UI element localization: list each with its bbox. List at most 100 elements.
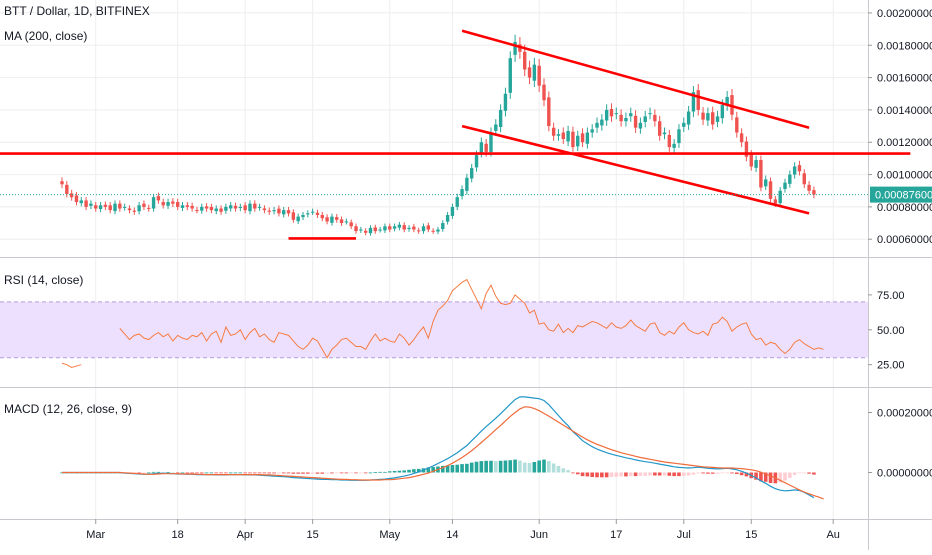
candle-body [672,143,676,148]
candle-body [108,205,112,211]
macd-histogram-bar [662,472,667,476]
macd-histogram-bar [585,472,590,477]
candle-body [200,206,204,211]
macd-label: MACD (12, 26, close, 9) [4,402,133,416]
candle-body [445,214,450,222]
candle-body [527,67,532,78]
macd-histogram-bar [759,472,763,482]
macd-histogram-bar [503,460,508,473]
macd-histogram-bar [802,472,807,474]
macd-histogram-bar [180,472,185,474]
macd-histogram-bar [257,472,262,474]
macd-histogram-bar [368,472,373,474]
macd-histogram-bar [715,472,720,474]
candle-body [339,219,344,224]
candle-body [484,143,488,152]
macd-histogram-bar [643,472,648,476]
x-axis-label: 15 [307,529,319,541]
candle-body [233,205,238,209]
macd-histogram-bar [465,463,469,473]
candle-body [653,114,657,122]
macd-axis-label: 0.00020000 [877,408,932,420]
macd-histogram-bar [248,472,252,474]
x-axis-label: 18 [172,529,184,541]
candle-body [792,166,797,175]
price-axis-label: 0.00180000 [877,40,932,52]
price-axis-label: 0.00100000 [877,170,932,182]
macd-histogram-bar [373,472,378,473]
candle-body [576,135,580,147]
candle-body [638,122,643,129]
macd-histogram-bar [474,461,479,473]
macd-histogram-bar [575,472,580,475]
candle-body [465,177,469,191]
candle-body [735,117,739,133]
macd-histogram-bar [228,472,233,474]
macd-histogram-bar [595,472,599,478]
x-axis-label: Mar [86,529,105,541]
candle-body [450,206,455,216]
candle-body [257,206,262,208]
macd-histogram-bar [677,472,681,477]
signal-line [62,406,824,500]
macd-histogram-bar [706,472,710,474]
macd-histogram-bar [547,461,551,473]
candle-body [725,96,729,106]
macd-histogram-bar [161,472,166,473]
candle-body [214,208,218,212]
candle-body [190,205,194,209]
macd-histogram-bar [609,472,614,477]
macd-histogram-bar [739,472,744,476]
candle-body [195,210,199,212]
macd-histogram-bar [272,472,276,474]
candle-body [773,199,778,204]
candle-body [354,226,358,232]
macd-histogram-bar [783,472,787,481]
macd-legend: MACD (12, 26, close, 9) [4,402,132,416]
candle-body [604,109,609,121]
candle-body [455,197,459,207]
candle-body [744,141,749,157]
candle-body [407,227,411,230]
candle-body [489,132,493,152]
candle-body [89,203,93,206]
macd-histogram-bar [392,471,397,473]
candle-body [94,205,98,209]
rsi-axis-label: 50.00 [877,325,905,337]
macd-histogram-bar [542,459,546,473]
macd-histogram-bar [754,472,758,480]
candle-body [619,114,623,122]
candle-body [720,105,725,119]
rsi-legend: RSI (14, close) [4,273,83,287]
macd-histogram-bar [142,472,146,474]
macd-histogram-bar [479,461,484,473]
macd-histogram-bar [561,468,566,473]
macd-histogram-bar [204,472,209,474]
current-price-badge [870,186,932,203]
price-axis-label: 0.00140000 [877,105,932,117]
candle-body [600,119,604,126]
candle-body [571,131,575,148]
candle-body [175,202,180,207]
macd-histogram-bar [320,472,325,474]
candle-body [764,179,768,187]
candle-body [118,203,122,209]
candle-body [296,216,300,222]
macd-histogram-bar [571,472,575,474]
candle-body [696,90,700,110]
macd-histogram-bar [219,472,223,474]
macd-histogram-bar [233,472,238,474]
macd-histogram-bar [238,472,243,474]
macd-histogram-bar [190,472,194,474]
candle-body [282,210,286,215]
candle-body [98,205,103,210]
price-axis-label: 0.00200000 [877,8,932,20]
macd-histogram-bar [686,472,691,476]
candle-body [392,226,397,229]
macd-histogram-bar [431,467,435,473]
price-axis-label: 0.00160000 [877,73,932,85]
candle-body [402,225,406,230]
candle-body [551,127,556,136]
